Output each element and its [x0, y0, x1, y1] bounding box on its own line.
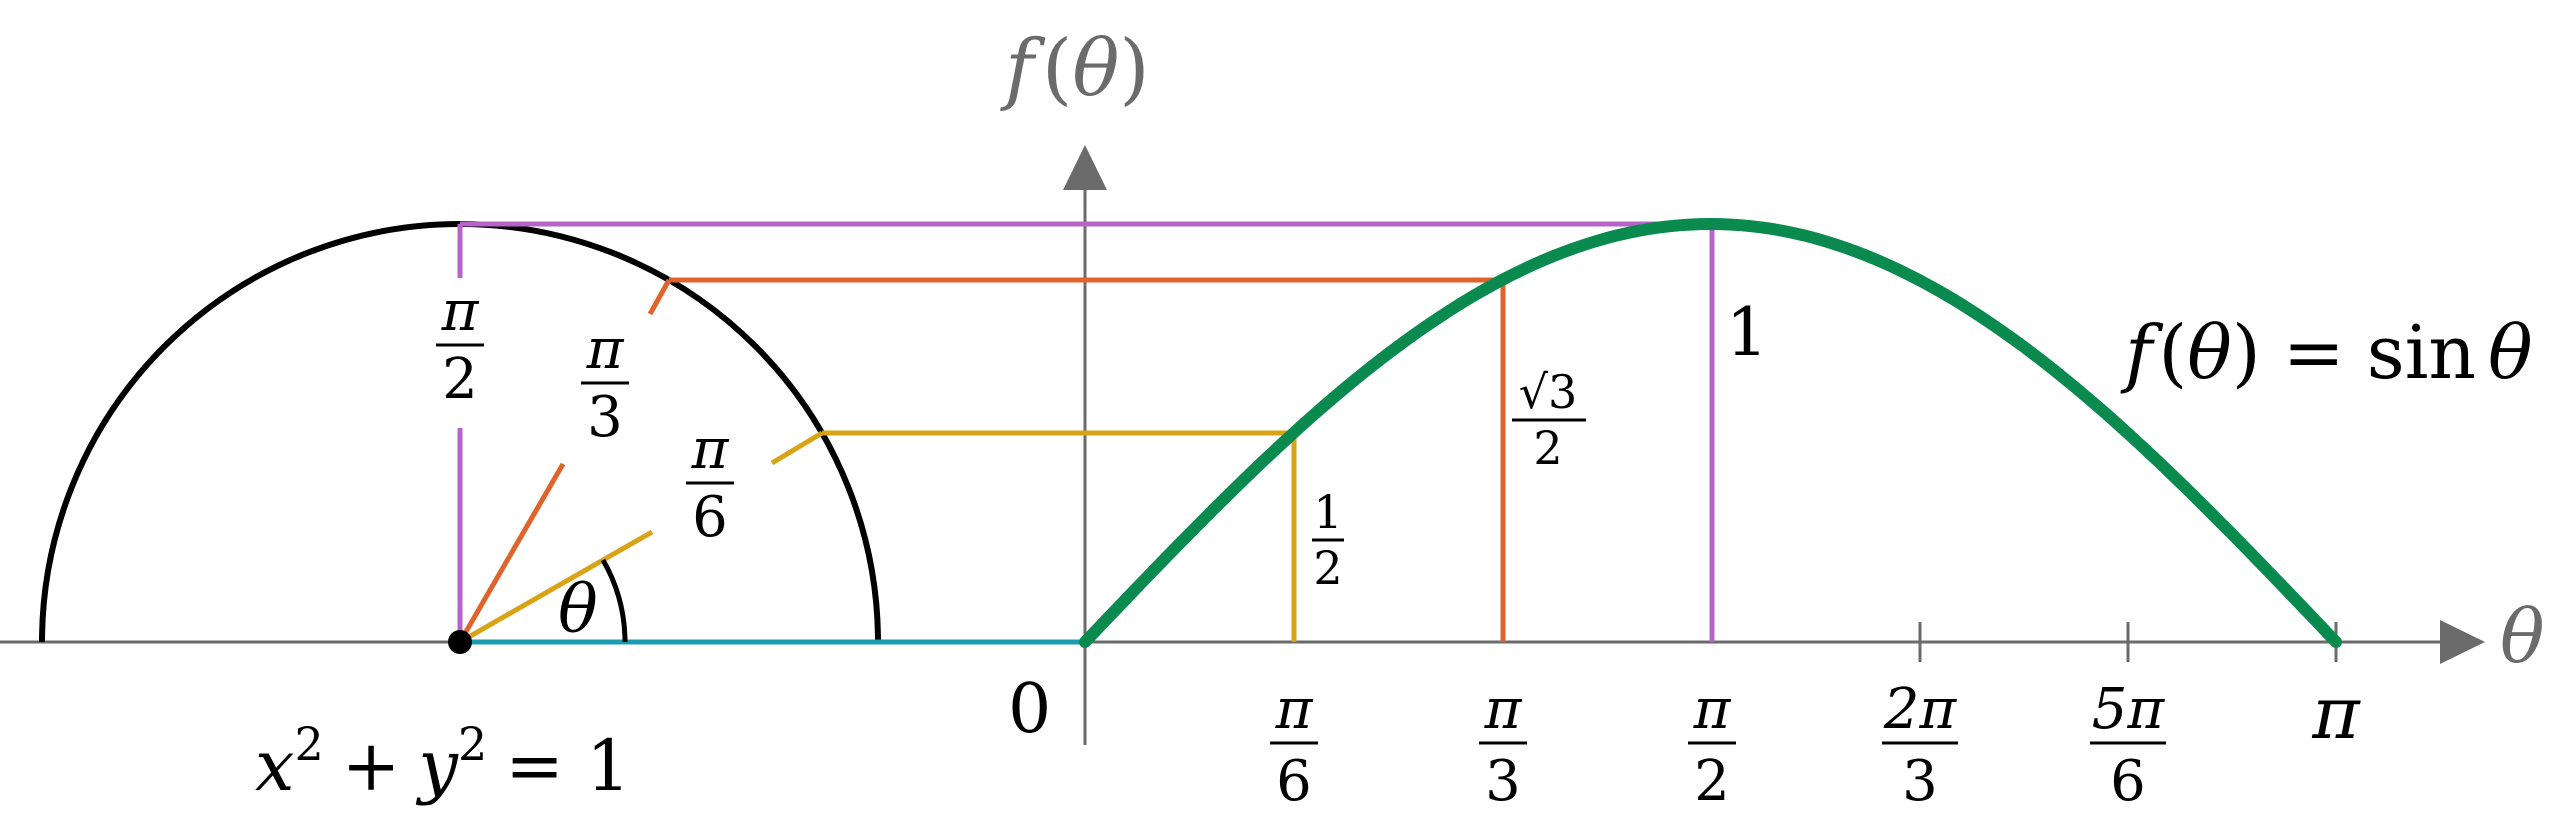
value-label-half-den: 2 [1313, 541, 1342, 595]
y-axis-label-theta: θ [1072, 24, 1119, 114]
x-tick-labels: π 6 π 3 π 2 2π 3 5π 6 π [1270, 671, 2361, 814]
value-label-sqrt3-num: √3 [1519, 365, 1578, 419]
circle-label-pi-6-num: π [691, 417, 730, 482]
x-tick-label-pi-3-den: 3 [1485, 749, 1521, 814]
circle-label-pi-3-num: π [586, 317, 625, 382]
curve-label-open: ( [2158, 310, 2187, 396]
circle-center [448, 630, 472, 654]
x-tick-label-pi-2-den: 2 [1694, 749, 1730, 814]
theta-label: θ [558, 571, 598, 648]
value-label-half-num: 1 [1313, 485, 1342, 539]
x-tick-label-pi-6-num: π [1275, 677, 1314, 742]
circle-label-pi-2: π 2 [436, 279, 484, 412]
value-label-one: 1 [1726, 294, 1768, 371]
circle-equation-y: y [415, 725, 459, 807]
x-tick-label-2pi-3-den: 3 [1902, 749, 1938, 814]
y-axis-arrow [1063, 145, 1107, 190]
radius-pi-3-upper [650, 280, 669, 314]
curve-label-sin: sin [2367, 310, 2476, 396]
circle-equation-y-exp: 2 [458, 717, 487, 771]
circle-equation-x-exp: 2 [294, 717, 323, 771]
x-tick-label-2pi-3: 2π 3 [1882, 677, 1958, 814]
x-tick-label-pi-6: π 6 [1270, 677, 1318, 814]
y-axis-label-open: ( [1042, 24, 1072, 114]
x-tick-label-pi-6-den: 6 [1276, 749, 1312, 814]
curve-label: f(θ) = sin θ [2120, 310, 2533, 396]
circle-equation-eq: = 1 [505, 725, 630, 807]
circle-equation: x2 + y2 = 1 [255, 717, 631, 807]
curve-label-close: ) [2232, 310, 2261, 396]
x-tick-label-pi: π [2311, 671, 2361, 755]
circle-label-pi-3: π 3 [581, 317, 629, 450]
radius-pi-6-upper [772, 433, 822, 463]
curve-label-f: f [2120, 310, 2164, 396]
curve-label-theta: θ [2187, 310, 2232, 396]
circle-label-pi-6: π 6 [686, 417, 734, 550]
x-tick-label-pi-2-num: π [1693, 677, 1732, 742]
circle-label-pi-6-den: 6 [692, 485, 728, 550]
x-tick-label-pi-3: π 3 [1479, 677, 1527, 814]
origin-label: 0 [1008, 670, 1051, 749]
x-tick-label-pi-2: π 2 [1688, 677, 1736, 814]
circle-label-pi-3-den: 3 [587, 385, 623, 450]
curve-label-theta2: θ [2488, 310, 2533, 396]
value-label-half: 1 2 [1312, 485, 1344, 595]
circle-label-pi-2-num: π [441, 279, 480, 344]
value-label-sqrt3-2: √3 2 [1512, 365, 1586, 475]
value-label-sqrt3-den: 2 [1533, 421, 1562, 475]
y-axis-label-f: f [1000, 24, 1046, 114]
x-tick-label-5pi-6-den: 6 [2110, 749, 2146, 814]
x-tick-label-2pi-3-num: 2π [1883, 677, 1958, 742]
theta-arc [603, 560, 625, 642]
circle-equation-plus: + [342, 725, 401, 807]
x-axis-arrow [2440, 620, 2485, 664]
x-tick-label-pi-3-num: π [1484, 677, 1523, 742]
circle-equation-x: x [255, 725, 294, 807]
y-axis-label: f (θ) [1000, 24, 1150, 114]
x-tick-label-5pi-6: 5π 6 [2090, 677, 2166, 814]
x-axis-label: θ [2500, 594, 2545, 680]
x-tick-label-5pi-6-num: 5π [2092, 677, 2166, 742]
curve-label-eq: = [2283, 310, 2345, 396]
circle-label-pi-2-den: 2 [442, 347, 478, 412]
y-axis-label-close: ) [1119, 24, 1149, 114]
